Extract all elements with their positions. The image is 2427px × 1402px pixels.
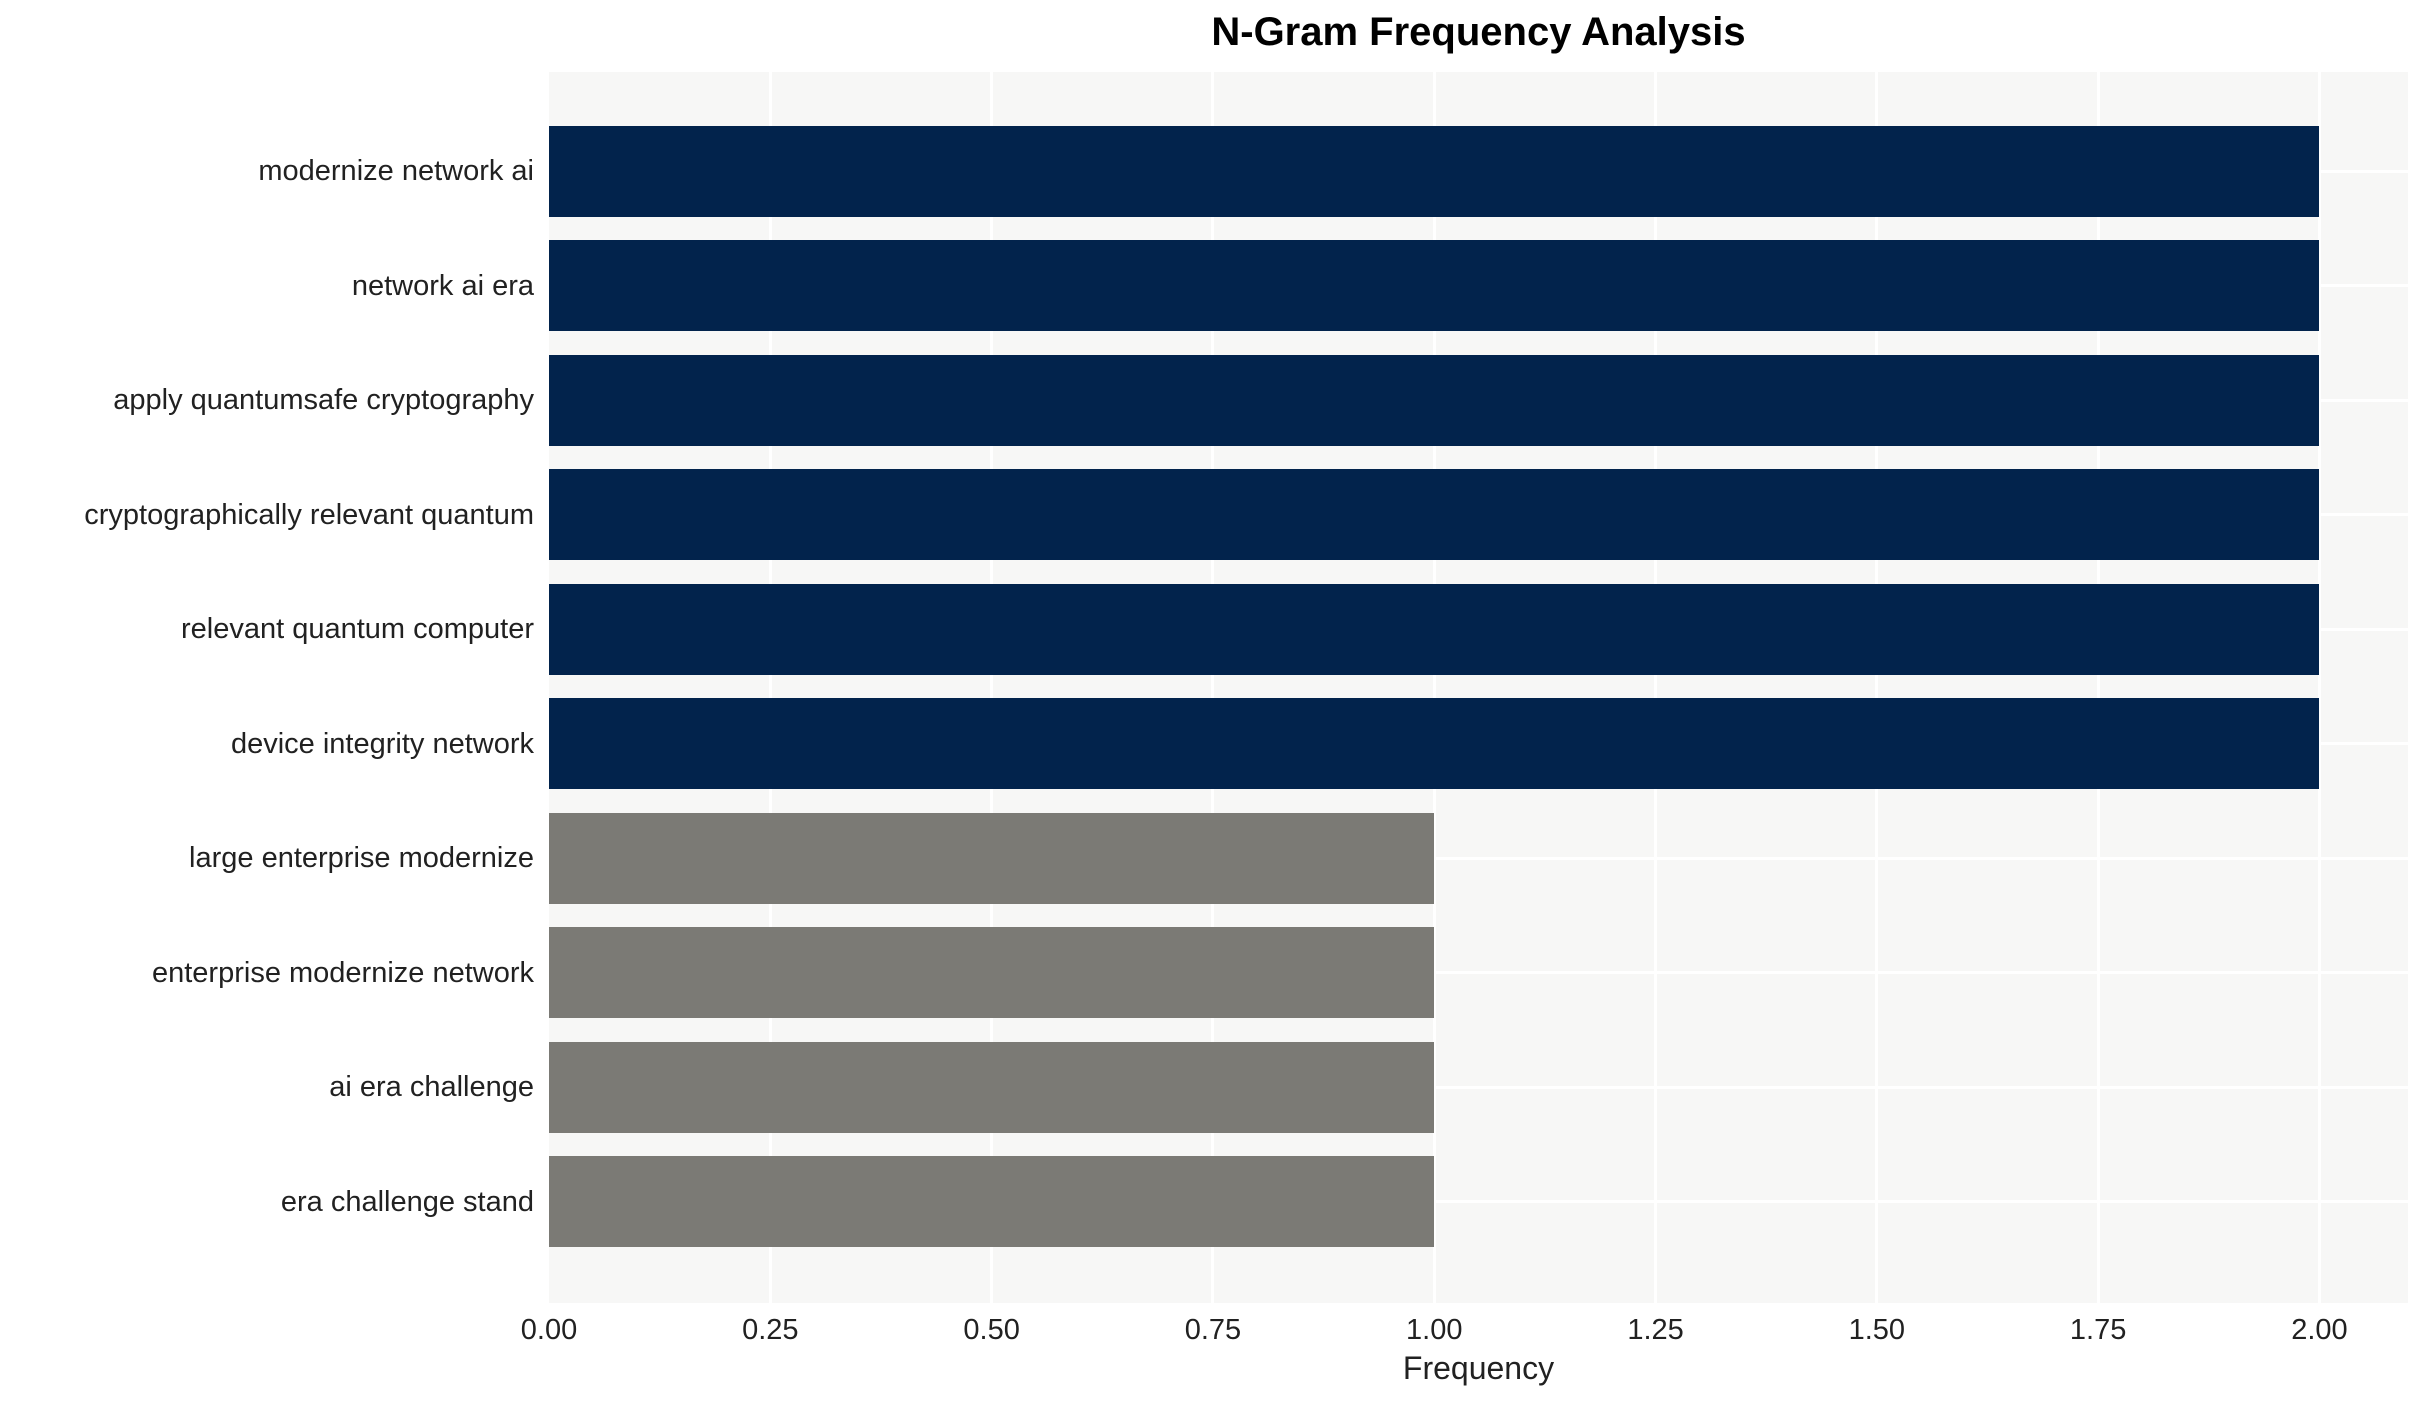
bar	[549, 469, 2320, 561]
y-tick-label: era challenge stand	[280, 1185, 534, 1218]
bar	[549, 583, 2320, 675]
x-tick-label: 0.50	[963, 1314, 1020, 1346]
x-tick-label: 1.50	[1848, 1314, 1906, 1346]
bar	[549, 927, 1435, 1019]
x-tick-label: 1.00	[1406, 1314, 1463, 1346]
vertical-gridline	[1654, 72, 1658, 1303]
y-tick-label: apply quantumsafe cryptography	[113, 384, 534, 417]
y-tick-label: large enterprise modernize	[189, 842, 534, 875]
horizontal-gridline	[549, 1085, 2408, 1089]
vertical-gridline	[2096, 72, 2100, 1303]
bar	[549, 698, 2320, 790]
x-tick-label: 1.75	[2069, 1314, 2127, 1346]
chart-title: N-Gram Frequency Analysis	[1211, 10, 1746, 54]
x-tick-label: 1.25	[1627, 1314, 1684, 1346]
plot-area	[549, 72, 2408, 1303]
x-axis-label: Frequency	[1402, 1350, 1555, 1386]
bar	[549, 1156, 1435, 1248]
vertical-gridline	[1875, 72, 1879, 1303]
x-tick-label: 0.75	[1184, 1314, 1242, 1346]
x-tick-label: 0.00	[520, 1314, 578, 1346]
y-tick-label: enterprise modernize network	[151, 956, 534, 989]
bar	[549, 1041, 1435, 1133]
x-tick-label: 2.00	[2291, 1314, 2348, 1346]
y-tick-label: cryptographically relevant quantum	[84, 498, 534, 531]
x-tick-label: 0.25	[742, 1314, 799, 1346]
vertical-gridline	[2317, 72, 2321, 1303]
horizontal-gridline	[549, 856, 2408, 860]
y-tick-label: relevant quantum computer	[180, 613, 534, 646]
horizontal-gridline	[549, 1200, 2408, 1204]
y-tick-label: ai era challenge	[329, 1071, 534, 1104]
bar	[549, 354, 2320, 446]
bar	[549, 125, 2320, 217]
vertical-gridline	[990, 72, 994, 1303]
vertical-gridline	[1432, 72, 1436, 1303]
y-tick-label: network ai era	[351, 269, 534, 302]
vertical-gridline	[1211, 72, 1215, 1303]
y-tick-label: device integrity network	[230, 727, 534, 760]
bar	[549, 240, 2320, 332]
y-tick-label: modernize network ai	[258, 155, 534, 187]
horizontal-gridline	[549, 971, 2408, 975]
vertical-gridline	[768, 72, 772, 1303]
bar	[549, 812, 1435, 904]
